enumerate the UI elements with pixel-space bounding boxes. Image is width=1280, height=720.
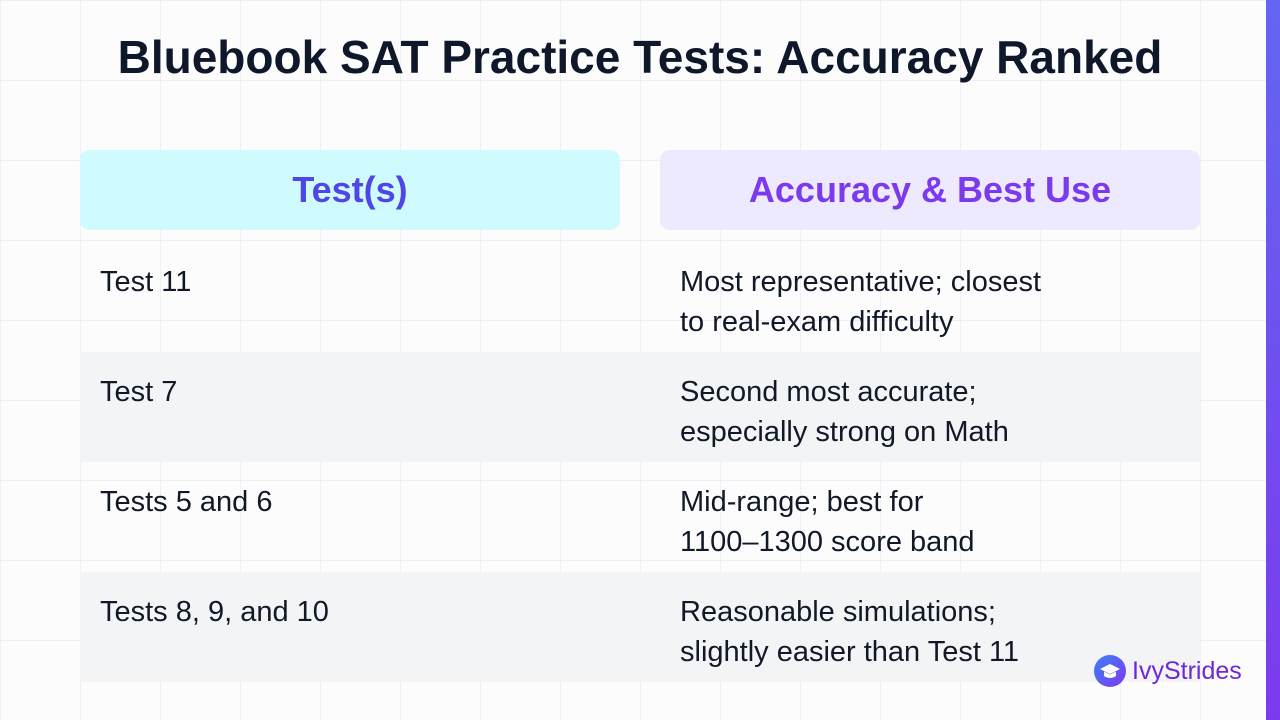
logo-icon <box>1094 655 1126 687</box>
table-row: Tests 5 and 6 Mid-range; best for 1100–130… <box>80 462 1200 572</box>
cell-line: 1100–1300 score band <box>680 526 975 558</box>
header-cell: Accuracy & Best Use <box>660 150 1200 230</box>
table-cell: Test 11 <box>100 266 192 298</box>
table-cell: Reasonable simulations; slightly easier t… <box>680 592 1019 672</box>
cell-line: especially strong on Math <box>680 416 1009 448</box>
table-row: Tests 8, 9, and 10 Reasonable simulations… <box>80 572 1200 682</box>
edge-bar <box>1266 0 1280 720</box>
logo: IvyStrides <box>1094 655 1242 687</box>
table-row: Test 11 Most representative; closest to re… <box>80 242 1200 352</box>
cell-line: slightly easier than Test 11 <box>680 636 1020 668</box>
header-cell: Test(s) <box>80 150 620 230</box>
table-cell: Mid-range; best for 1100–1300 score band <box>680 482 975 562</box>
title: Bluebook SAT Practice Tests: Accuracy Ra… <box>117 31 1163 83</box>
table-cell: Tests 5 and 6 <box>100 486 273 518</box>
table-cell: Most representative; closest to real-exam… <box>680 262 1041 342</box>
table-row: Test 7 Second most accurate; especially st… <box>80 352 1200 462</box>
cell-line: Reasonable simulations; <box>680 596 996 628</box>
cell-line: Most representative; closest <box>680 266 1042 298</box>
table-cell: Test 7 <box>100 376 178 408</box>
cell-line: Second most accurate; <box>680 376 977 408</box>
table-cell: Tests 8, 9, and 10 <box>100 596 329 628</box>
table-cell: Second most accurate; especially strong o… <box>680 372 1009 452</box>
cell-line: Mid-range; best for <box>680 486 924 518</box>
cell-line: to real-exam difficulty <box>680 306 954 338</box>
logo-text: IvyStrides <box>1132 656 1242 685</box>
